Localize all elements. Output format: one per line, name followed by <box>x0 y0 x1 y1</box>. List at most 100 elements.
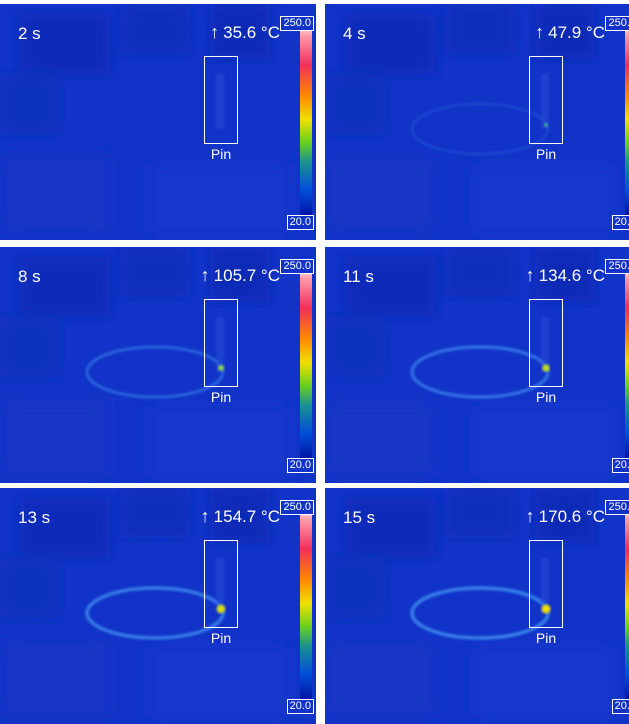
color-scale-bar <box>300 506 312 701</box>
pin-label: Pin <box>210 146 232 162</box>
max-temp-value: 47.9 °C <box>548 23 605 42</box>
scene-shadow <box>210 247 270 302</box>
scene-shadow <box>325 154 435 234</box>
thermal-scene <box>0 4 290 234</box>
pin-shaft <box>541 317 549 372</box>
pin-hotspot <box>542 364 550 372</box>
scene-shadow <box>120 4 190 54</box>
time-label: 13 s <box>18 508 51 527</box>
up-arrow-icon: ↑ <box>200 265 210 285</box>
scene-shadow <box>20 498 110 558</box>
scale-max-label: 250.0 <box>605 16 629 31</box>
pin-label: Pin <box>210 630 232 646</box>
scene-shadow <box>325 638 435 718</box>
color-scale-bar <box>625 265 629 460</box>
pin-hotspot <box>541 604 551 614</box>
time-label: 2 s <box>18 24 41 43</box>
max-temp-readout: ↑ 105.7 °C <box>201 265 280 286</box>
pin-shaft <box>541 74 549 129</box>
scene-shadow <box>150 164 290 234</box>
scene-shadow <box>20 257 110 317</box>
scene-shadow <box>345 257 435 317</box>
max-temp-value: 170.6 °C <box>538 507 605 526</box>
scale-min-label: 20.0 <box>611 458 629 473</box>
thermal-panel: Pin 8 s ↑ 105.7 °C 250.0 20.0 <box>0 247 316 483</box>
pin-hotspot <box>218 365 224 371</box>
pin-label: Pin <box>535 146 557 162</box>
max-temp-readout: ↑ 170.6 °C <box>526 506 605 527</box>
color-scale-bar <box>300 22 312 217</box>
scene-shadow <box>0 154 110 234</box>
scene-shadow <box>0 638 110 718</box>
up-arrow-icon: ↑ <box>525 265 535 285</box>
pin-label: Pin <box>535 630 557 646</box>
scene-shadow <box>325 558 385 618</box>
pin-roi-box <box>529 540 563 628</box>
scene-shadow <box>535 488 595 543</box>
max-temp-value: 154.7 °C <box>213 507 280 526</box>
scene-shadow <box>210 488 270 543</box>
scene-shadow <box>325 397 435 477</box>
scale-max-label: 250.0 <box>280 16 314 31</box>
thermal-panel: Pin 2 s ↑ 35.6 °C 250.0 20.0 <box>0 4 316 240</box>
max-temp-readout: ↑ 154.7 °C <box>201 506 280 527</box>
scene-shadow <box>150 407 290 477</box>
thermal-scene <box>325 4 615 234</box>
scene-shadow <box>475 407 615 477</box>
scale-min-label: 20.0 <box>286 458 314 473</box>
pin-roi-box <box>204 56 238 144</box>
scene-shadow <box>445 247 515 297</box>
pin-shaft <box>216 558 224 613</box>
up-arrow-icon: ↑ <box>200 506 210 526</box>
color-scale-bar <box>625 506 629 701</box>
scene-shadow <box>535 4 595 59</box>
scene-shadow <box>445 4 515 54</box>
time-label: 11 s <box>343 267 374 286</box>
thermal-scene <box>0 247 290 477</box>
pin-hotspot <box>216 604 226 614</box>
scene-shadow <box>325 74 385 134</box>
scene-shadow <box>345 498 435 558</box>
max-temp-readout: ↑ 134.6 °C <box>526 265 605 286</box>
scene-shadow <box>0 558 60 618</box>
scene-shadow <box>345 14 435 74</box>
scale-max-label: 250.0 <box>280 500 314 515</box>
scene-shadow <box>20 14 110 74</box>
time-label: 8 s <box>18 267 41 286</box>
scale-max-label: 250.0 <box>280 259 314 274</box>
pin-roi-box <box>529 299 563 387</box>
pin-roi-box <box>204 299 238 387</box>
scene-shadow <box>475 164 615 234</box>
pin-shaft <box>216 74 224 129</box>
up-arrow-icon: ↑ <box>535 22 545 42</box>
pin-label: Pin <box>535 389 557 405</box>
scene-shadow <box>325 317 385 377</box>
max-temp-readout: ↑ 35.6 °C <box>210 22 280 43</box>
scene-shadow <box>475 648 615 718</box>
scene-shadow <box>445 488 515 538</box>
scene-shadow <box>0 317 60 377</box>
pin-shaft <box>541 558 549 613</box>
max-temp-value: 105.7 °C <box>213 266 280 285</box>
up-arrow-icon: ↑ <box>525 506 535 526</box>
scale-min-label: 20.0 <box>286 699 314 714</box>
scene-shadow <box>120 488 190 538</box>
scale-max-label: 250.0 <box>605 259 629 274</box>
pin-hotspot <box>544 123 548 127</box>
time-label: 15 s <box>343 508 376 527</box>
color-scale-bar <box>300 265 312 460</box>
color-scale-bar <box>625 22 629 217</box>
time-label: 4 s <box>343 24 366 43</box>
scene-shadow <box>210 4 270 59</box>
max-temp-value: 35.6 °C <box>223 23 280 42</box>
scale-min-label: 20.0 <box>286 215 314 230</box>
thermal-scene <box>0 488 290 718</box>
max-temp-readout: ↑ 47.9 °C <box>535 22 605 43</box>
scale-min-label: 20.0 <box>611 699 629 714</box>
thermal-scene <box>325 247 615 477</box>
up-arrow-icon: ↑ <box>210 22 220 42</box>
